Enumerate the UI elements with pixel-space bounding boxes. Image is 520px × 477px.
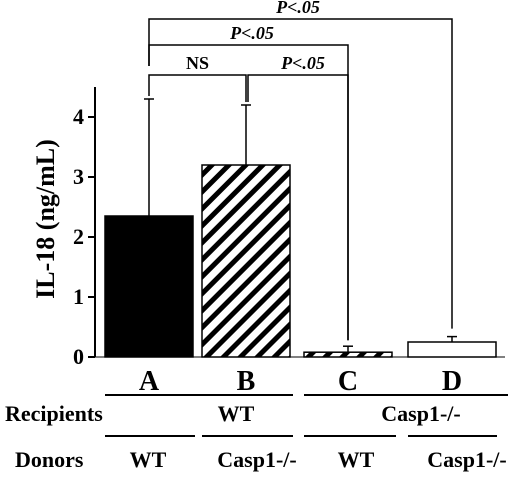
- y-tick-label: 2: [73, 224, 84, 249]
- y-tick-label: 0: [73, 344, 84, 369]
- bar-d: [407, 341, 497, 358]
- y-axis-label: IL-18 (ng/mL): [31, 139, 60, 299]
- donor-group-label: WT: [130, 447, 167, 472]
- y-tick-label: 3: [73, 164, 84, 189]
- x-tick-label: D: [442, 366, 462, 397]
- recipient-group-label: WT: [218, 401, 255, 426]
- donor-group-label: Casp1-/-: [217, 447, 296, 472]
- recipient-group-label: Casp1-/-: [381, 401, 460, 426]
- recipients-label: Recipients: [5, 401, 103, 426]
- bar-c: [303, 351, 393, 358]
- bar-b: [201, 164, 291, 358]
- significance-bracket: [148, 18, 453, 329]
- x-tick-label: A: [139, 366, 160, 397]
- significance-label: P<.05: [229, 23, 274, 43]
- bar-a: [104, 215, 194, 358]
- significance-label: NS: [186, 53, 209, 73]
- donor-group-label: Casp1-/-: [427, 447, 506, 472]
- donor-group-label: WT: [338, 447, 375, 472]
- donors-label: Donors: [15, 447, 84, 472]
- x-tick-label: C: [338, 366, 358, 397]
- x-tick-label: B: [237, 366, 256, 397]
- y-tick-label: 1: [73, 284, 84, 309]
- significance-label: P<.05: [275, 0, 320, 17]
- y-tick-label: 4: [73, 104, 84, 129]
- significance-bracket: [148, 74, 247, 102]
- significance-label: P<.05: [280, 53, 325, 73]
